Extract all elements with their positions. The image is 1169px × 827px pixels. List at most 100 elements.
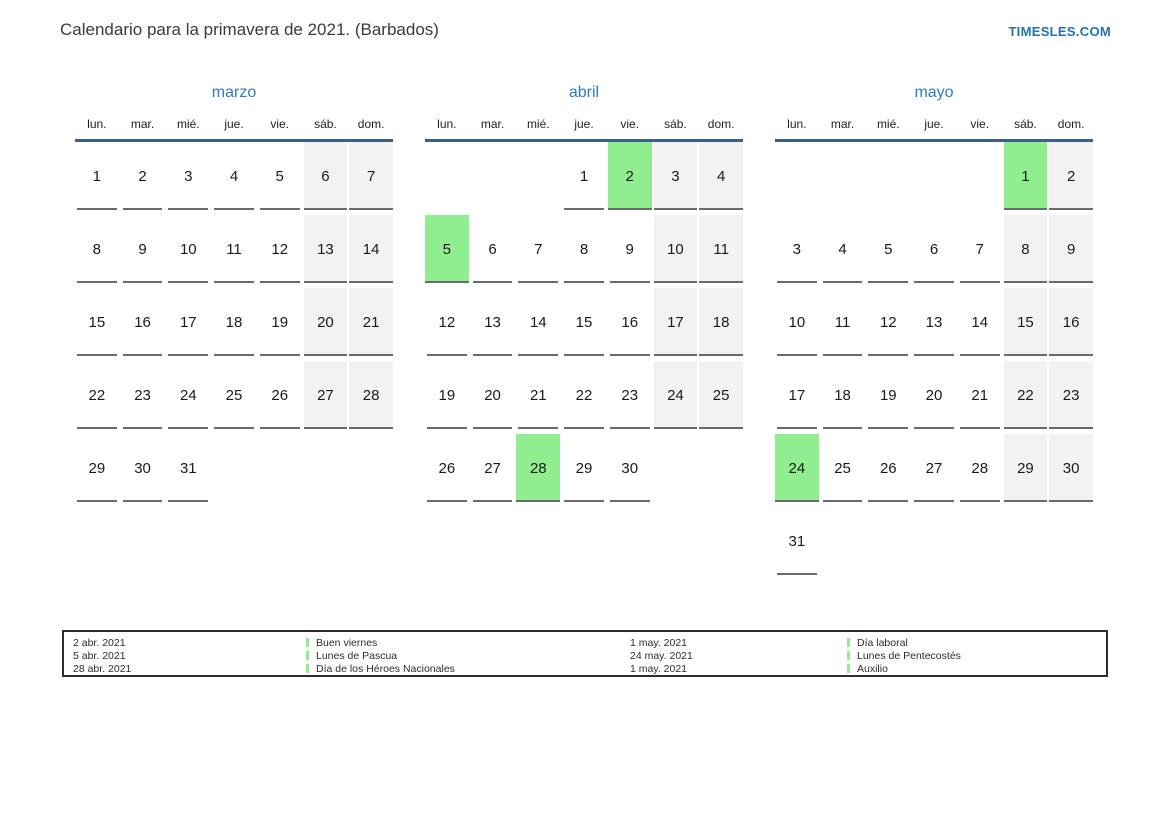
day-cell: 1 bbox=[75, 142, 119, 210]
empty-cell bbox=[912, 142, 956, 210]
day-cell: 27 bbox=[303, 361, 348, 429]
weekday-label: jue. bbox=[924, 117, 944, 131]
weekday-label: mar. bbox=[480, 117, 505, 131]
weekday-header-row: lun. mar. mié. jue. vie. sáb. dom. bbox=[425, 117, 743, 142]
weekday-label: lun. bbox=[87, 117, 107, 131]
holiday-day-cell: 1 bbox=[1003, 142, 1048, 210]
day-cell: 20 bbox=[912, 361, 956, 429]
day-cell: 14 bbox=[516, 288, 560, 356]
day-cell: 8 bbox=[562, 215, 606, 283]
legend-box: 2 abr. 2021 5 abr. 2021 28 abr. 2021 Buen v… bbox=[62, 630, 1108, 677]
month-title: marzo bbox=[211, 84, 257, 101]
day-cell: 9 bbox=[121, 215, 165, 283]
day-cell: 30 bbox=[121, 434, 165, 502]
weekday-label: vie. bbox=[620, 117, 640, 131]
legend-date: 24 may. 2021 bbox=[630, 649, 693, 662]
weekday-label: sáb. bbox=[664, 117, 687, 131]
day-cell: 29 bbox=[75, 434, 119, 502]
day-cell: 15 bbox=[562, 288, 606, 356]
day-cell: 21 bbox=[958, 361, 1002, 429]
holiday-marker-icon bbox=[847, 650, 850, 660]
day-cell: 14 bbox=[349, 215, 393, 283]
month-title: mayo bbox=[914, 84, 954, 101]
month-grid: 1 2 3 4 5 6 7 8 9 10 11 12 13 14 15 16 17 18 19 20 21 22 23 24 2… bbox=[425, 142, 743, 502]
legend-date: 1 may. 2021 bbox=[630, 637, 688, 649]
empty-cell bbox=[958, 142, 1002, 210]
empty-cell bbox=[349, 434, 393, 502]
legend-dates-column: 1 may. 2021 24 may. 2021 1 may. 2021 bbox=[630, 637, 693, 675]
day-cell: 20 bbox=[303, 288, 348, 356]
day-cell: 13 bbox=[303, 215, 348, 283]
day-cell: 19 bbox=[258, 288, 302, 356]
day-cell: 25 bbox=[212, 361, 256, 429]
legend-holidays-column: Día laboral Lunes de Pentecostés Auxilio bbox=[847, 637, 961, 675]
holiday-marker-icon bbox=[306, 638, 309, 647]
day-cell: 29 bbox=[562, 434, 606, 502]
day-cell: 25 bbox=[699, 361, 743, 429]
day-cell: 11 bbox=[821, 288, 865, 356]
legend-date: 2 abr. 2021 bbox=[73, 637, 126, 649]
day-cell: 25 bbox=[821, 434, 865, 502]
day-cell: 11 bbox=[699, 215, 743, 283]
legend-date: 1 may. 2021 bbox=[630, 662, 688, 675]
day-cell: 3 bbox=[775, 215, 819, 283]
day-cell: 6 bbox=[303, 142, 348, 210]
weekday-label: sáb. bbox=[314, 117, 337, 131]
holiday-marker-icon bbox=[306, 650, 309, 660]
holiday-day-cell: 28 bbox=[516, 434, 561, 502]
day-cell: 31 bbox=[775, 507, 819, 575]
month-grid: 1 2 3 4 5 6 7 8 9 10 11 12 13 14 15 16 17 18 19 20 21 22 23 24 2… bbox=[775, 142, 1093, 575]
day-cell: 23 bbox=[1049, 361, 1093, 429]
empty-cell bbox=[866, 142, 910, 210]
day-cell: 28 bbox=[958, 434, 1002, 502]
day-cell: 26 bbox=[425, 434, 469, 502]
month-grid: 1 2 3 4 5 6 7 8 9 10 11 12 13 14 15 16 17 18 19 20 21 22 23 24 2… bbox=[75, 142, 393, 502]
day-cell: 17 bbox=[775, 361, 819, 429]
weekday-header-row: lun. mar. mié. jue. vie. sáb. dom. bbox=[775, 117, 1093, 142]
day-cell: 8 bbox=[1003, 215, 1048, 283]
day-cell: 12 bbox=[425, 288, 469, 356]
day-cell: 16 bbox=[121, 288, 165, 356]
legend-date: 28 abr. 2021 bbox=[73, 662, 132, 675]
weekday-label: dom. bbox=[1057, 117, 1085, 131]
weekday-label: lun. bbox=[787, 117, 807, 131]
day-cell: 4 bbox=[212, 142, 256, 210]
legend-holiday: Día laboral bbox=[847, 637, 961, 650]
day-cell: 21 bbox=[349, 288, 393, 356]
holiday-day-cell: 5 bbox=[425, 215, 469, 283]
day-cell: 2 bbox=[1049, 142, 1093, 210]
day-cell: 27 bbox=[471, 434, 515, 502]
empty-cell bbox=[1049, 507, 1093, 575]
empty-cell bbox=[1004, 507, 1048, 575]
weekday-label: mié. bbox=[876, 117, 900, 131]
month-abril: abril lun. mar. mié. jue. vie. sáb. dom. 1 2 3 4 5 6 7… bbox=[425, 84, 743, 575]
weekday-label: vie. bbox=[970, 117, 990, 131]
weekday-label: jue. bbox=[574, 117, 594, 131]
holiday-marker-icon bbox=[847, 638, 850, 647]
empty-cell bbox=[212, 434, 256, 502]
day-cell: 26 bbox=[258, 361, 302, 429]
day-cell: 30 bbox=[1049, 434, 1093, 502]
weekday-label: dom. bbox=[357, 117, 385, 131]
empty-cell bbox=[775, 142, 819, 210]
weekday-label: mié. bbox=[176, 117, 200, 131]
day-cell: 16 bbox=[1049, 288, 1093, 356]
day-cell: 27 bbox=[912, 434, 956, 502]
weekday-label: mar. bbox=[830, 117, 855, 131]
calendars: marzo lun. mar. mié. jue. vie. sáb. dom. 1 2 3 4 5 6 7… bbox=[75, 84, 1093, 575]
site-link[interactable]: TIMESLES.COM bbox=[1008, 24, 1111, 39]
day-cell: 7 bbox=[958, 215, 1002, 283]
legend-dates-column: 2 abr. 2021 5 abr. 2021 28 abr. 2021 bbox=[73, 637, 131, 675]
day-cell: 23 bbox=[121, 361, 165, 429]
day-cell: 12 bbox=[866, 288, 910, 356]
day-cell: 21 bbox=[516, 361, 560, 429]
day-cell: 18 bbox=[212, 288, 256, 356]
day-cell: 6 bbox=[912, 215, 956, 283]
month-marzo: marzo lun. mar. mié. jue. vie. sáb. dom. 1 2 3 4 5 6 7… bbox=[75, 84, 393, 575]
day-cell: 7 bbox=[349, 142, 393, 210]
empty-cell bbox=[654, 434, 698, 502]
day-cell: 22 bbox=[562, 361, 606, 429]
day-cell: 10 bbox=[653, 215, 698, 283]
day-cell: 19 bbox=[866, 361, 910, 429]
day-cell: 17 bbox=[166, 288, 210, 356]
